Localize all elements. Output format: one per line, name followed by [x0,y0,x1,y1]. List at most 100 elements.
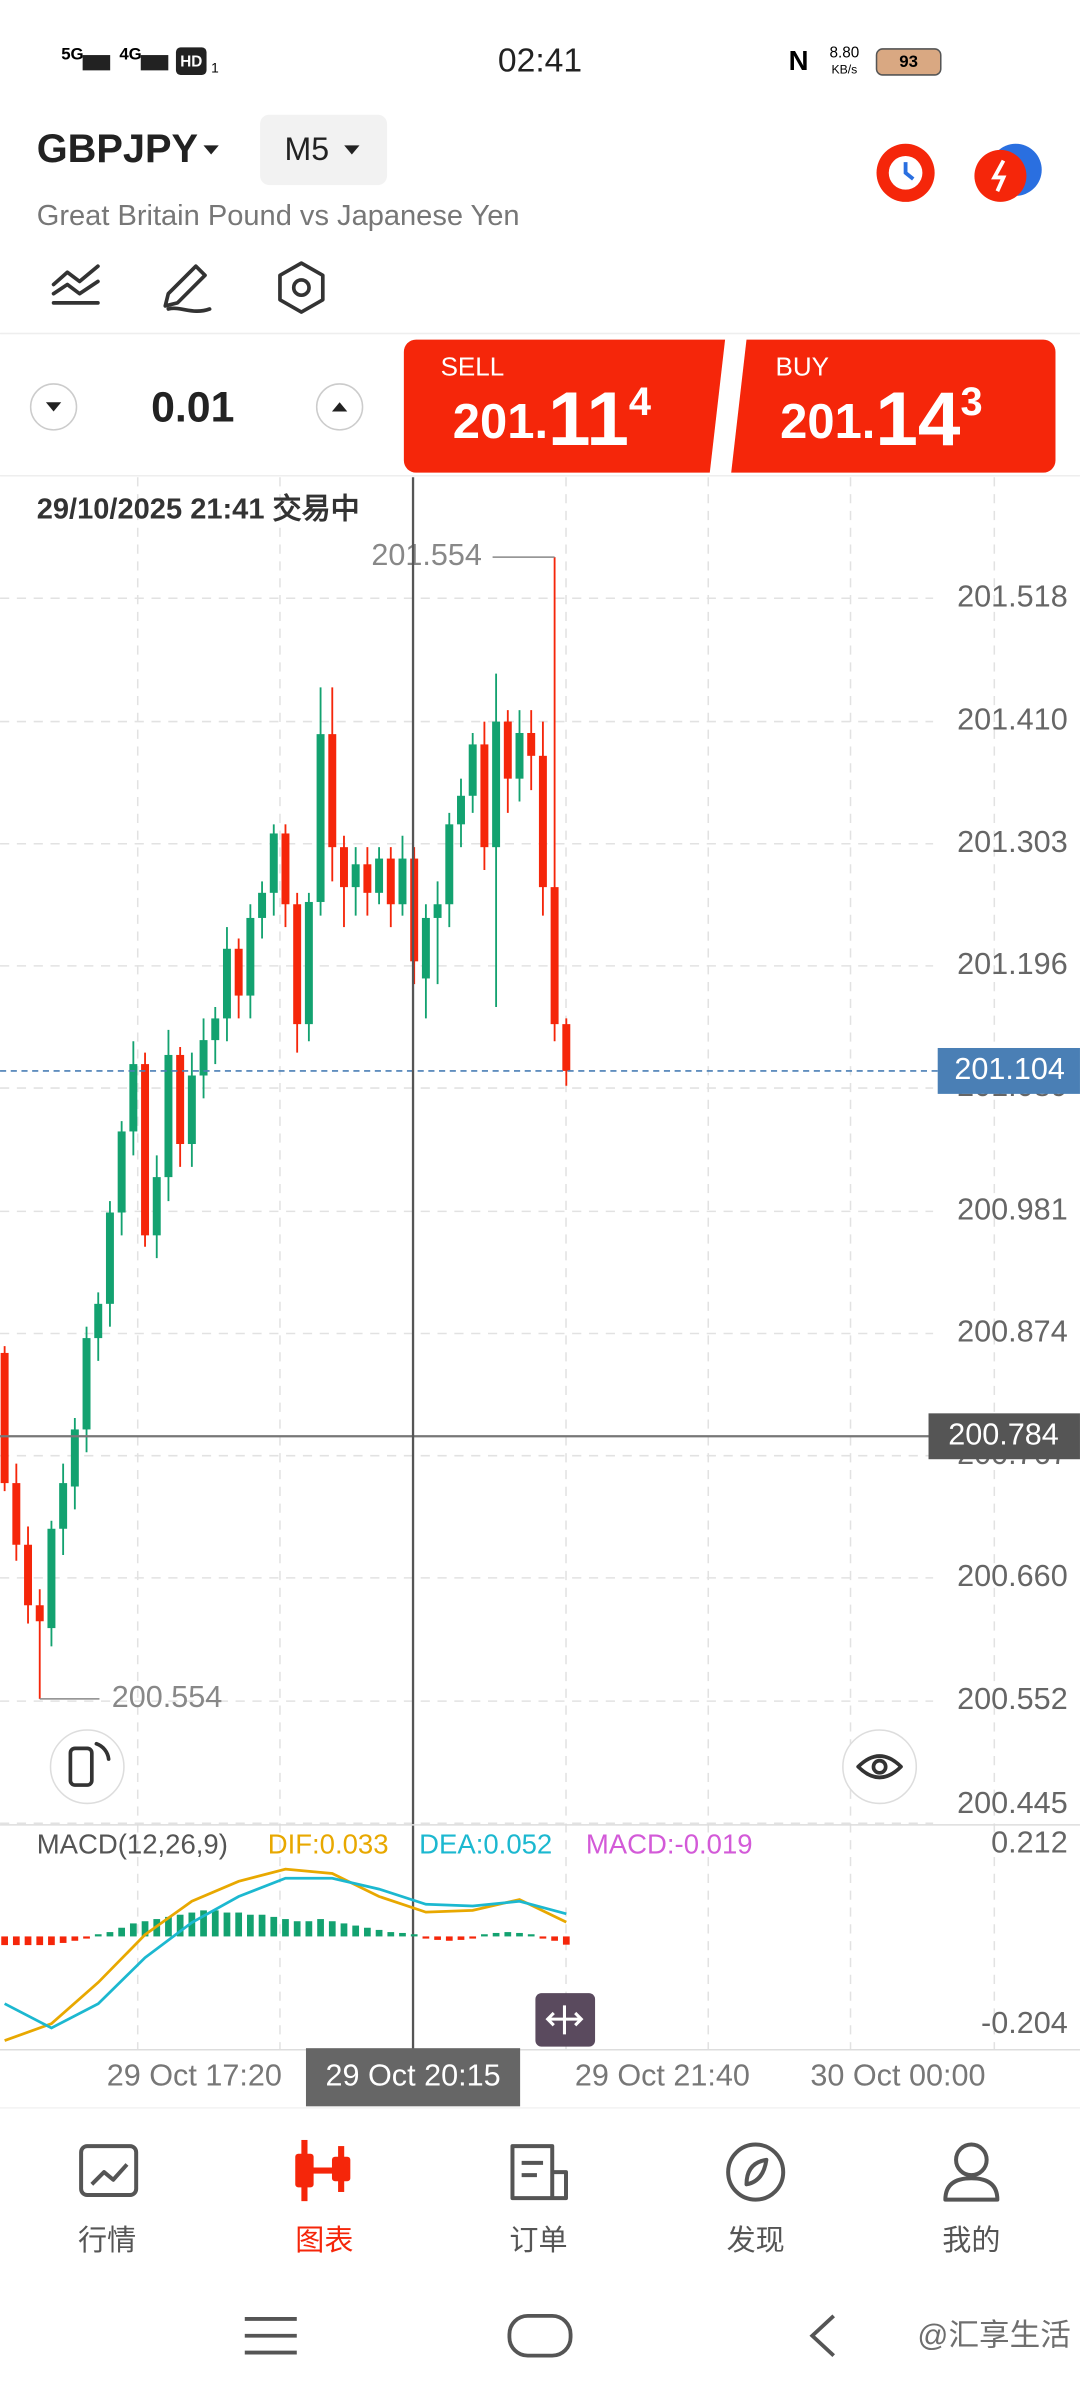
nav-label[interactable]: 发现 [727,2224,785,2257]
macd-bar [24,1936,32,1946]
buy-price[interactable]: 201.143 [780,377,982,462]
macd-bar [469,1936,477,1939]
macd-legend: MACD:-0.019 [586,1829,753,1860]
macd-line [3,1876,567,2030]
macd-bar [71,1936,79,1941]
sell-button[interactable] [403,339,726,473]
battery-level: 93 [899,52,918,71]
macd-line [4,1867,567,2042]
nav-icon[interactable] [954,2142,989,2178]
macd-bar [516,1932,523,1937]
candle-body [421,917,430,979]
volume-up[interactable] [315,383,364,431]
low-marker: 200.554 [112,1680,223,1714]
candle-body [293,904,302,1025]
nav-icon[interactable] [79,2144,139,2198]
macd-bar [562,1936,570,1945]
nav-icon[interactable] [90,2163,129,2186]
candle-body [82,1338,91,1430]
nav-icon[interactable] [744,2157,769,2187]
macd-bar [83,1936,90,1939]
macd-bar [504,1932,512,1937]
macd-bar [235,1912,243,1937]
candle-body [70,1429,79,1487]
candle-body [94,1303,103,1339]
macd-tick-label: -0.204 [981,2006,1068,2040]
rotate-button[interactable] [49,1729,125,1805]
toolbar[interactable] [51,261,325,314]
buy-label[interactable]: BUY [776,352,829,382]
y-tick-label: 200.874 [957,1315,1068,1349]
sell-label[interactable]: SELL [441,352,505,382]
nav-icon[interactable] [943,2176,1000,2202]
macd-bar [410,1934,418,1937]
buy-button[interactable] [731,339,1056,473]
nav-label[interactable]: 行情 [78,2224,136,2257]
crosshair-time: 29 Oct 20:15 [325,2058,500,2092]
candle-body [141,1064,150,1236]
candle-body [433,904,442,918]
macd-bar [188,1912,196,1937]
macd-bar [12,1936,20,1946]
candle-body [538,755,547,888]
candle-body [375,858,384,893]
timeframe[interactable]: M5 [285,131,330,167]
dropdown-arrow [203,145,219,155]
symbol[interactable]: GBPJPY [37,127,198,171]
candle-body [468,744,477,796]
top-right-icons[interactable] [876,143,1042,202]
status-bar: 5G 4G HD 1 02:41 N 8.80 KB/s 93 [61,43,942,80]
macd-legend: DIF:0.033 [268,1829,389,1860]
crosshair-price: 200.784 [948,1417,1059,1451]
macd-bar [176,1914,184,1937]
dropdown-arrow [344,145,360,155]
macd-bar [200,1910,207,1937]
candle-body [35,1605,44,1622]
hd-badge [175,47,207,75]
macd-bar [445,1936,453,1941]
timeframe-button[interactable] [260,114,388,186]
nav-icon[interactable] [510,2144,568,2201]
macd-bar [305,1921,313,1937]
volume[interactable]: 0.01 [151,383,234,431]
candle-body [164,1054,173,1178]
candle-body [386,858,395,905]
macd-bar [457,1936,465,1940]
candle-body [129,1064,138,1132]
nav-label[interactable]: 订单 [509,2224,567,2257]
candle-body [527,732,536,756]
sell-price[interactable]: 201.114 [453,377,651,462]
y-tick-label: 201.518 [957,579,1068,613]
y-tick-label: 201.410 [957,703,1068,737]
candle-body [363,864,372,893]
macd-bar [141,1921,149,1937]
macd-bar [48,1936,55,1946]
candle-body [515,732,524,779]
nav-icon[interactable] [295,2139,351,2202]
network: 5G [61,45,83,64]
macd-bar [94,1934,102,1937]
speed: 8.80 [830,45,860,62]
drag-icon [545,2005,584,2035]
candle-body [12,1483,21,1545]
nav-label[interactable]: 我的 [942,2224,1000,2257]
macd-bar [223,1912,231,1937]
nav-label[interactable]: 图表 [295,2224,353,2257]
current-price: 201.104 [954,1052,1065,1086]
chart-info: 29/10/2025 21:41 交易中 [37,492,360,526]
volume-down[interactable] [29,383,78,431]
sim: 1 [211,60,219,75]
nav-icon[interactable] [726,2142,786,2202]
macd-bar [211,1910,219,1937]
y-tick-label: 200.660 [957,1559,1068,1593]
candle-body [328,734,337,848]
candle-body [234,948,243,996]
system-nav[interactable] [244,2313,835,2358]
y-tick-label: 200.981 [957,1192,1068,1226]
candle-body [117,1131,126,1213]
x-tick-label: 29 Oct 17:20 [107,2058,282,2092]
visibility-button[interactable] [842,1729,918,1805]
macd-bar [282,1919,289,1937]
macd-bar [258,1914,266,1937]
candle-body [59,1483,68,1529]
